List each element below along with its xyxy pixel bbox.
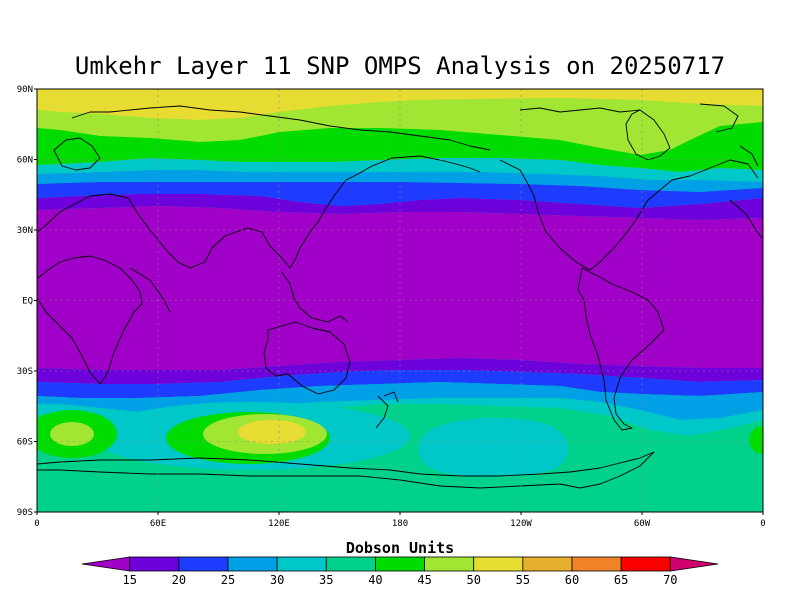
colorbar-level-label: 20: [172, 573, 186, 587]
band-south-35: [37, 398, 763, 436]
band-north-50: [37, 89, 763, 120]
band-south-25: [37, 370, 763, 398]
blob-south-pacific-35: [418, 417, 569, 477]
blob-50: [238, 420, 306, 444]
colorbar-swatch: [522, 556, 573, 572]
colorbar: 15 20 25 30 35 40 45 50 55 60 65 70: [81, 556, 719, 587]
colorbar-level-label: 70: [663, 573, 677, 587]
coastlines: [37, 103, 763, 489]
lat-label: 30N: [17, 226, 33, 236]
band-south-20: [37, 358, 763, 384]
lon-label: 60E: [150, 519, 166, 529]
lat-label: EQ: [22, 297, 33, 307]
lon-label: 0: [760, 519, 765, 529]
lat-label: 60S: [17, 438, 33, 448]
colorbar-level-label: 55: [516, 573, 530, 587]
lat-label: 30S: [17, 367, 33, 377]
colorbar-level-label: 25: [221, 573, 235, 587]
lat-label: 90S: [17, 508, 33, 518]
gridlines: [37, 89, 763, 512]
colorbar-level-label: 45: [417, 573, 431, 587]
colorbar-swatch: [375, 556, 425, 572]
axis-ticks: [34, 88, 764, 515]
lon-label: 60W: [634, 519, 651, 529]
colorbar-swatch: [620, 556, 671, 572]
colorbar-level-label: 60: [565, 573, 579, 587]
colorbar-level-label: 15: [122, 573, 136, 587]
latitude-labels: 90N 60N 30N EQ 30S 60S 90S: [17, 85, 33, 518]
colorbar-swatch: [276, 556, 327, 572]
colorbar-level-label: 50: [466, 573, 480, 587]
lat-label: 90N: [17, 85, 33, 95]
lon-label: 180: [392, 519, 408, 529]
colorbar-swatch: [129, 556, 180, 572]
band-north-35: [37, 158, 763, 182]
colorbar-swatch: [424, 556, 475, 572]
band-north-25: [37, 182, 763, 208]
colorbar-swatch: [178, 556, 229, 572]
colorbar-title: Dobson Units: [346, 539, 454, 557]
colorbar-under-arrow: [81, 556, 131, 572]
blob-east-40: [749, 426, 763, 454]
longitude-labels: 0 60E 120E 180 120W 60W 0: [34, 519, 765, 529]
colorbar-level-label: 40: [368, 573, 382, 587]
map-title: Umkehr Layer 11 SNP OMPS Analysis on 202…: [74, 52, 726, 80]
band-north-20: [37, 194, 763, 220]
colorbar-level-label: 35: [319, 573, 333, 587]
colorbar-swatch: [227, 556, 278, 572]
colorbar-over-arrow: [669, 556, 719, 572]
band-south-30: [37, 382, 763, 420]
colorbar-level-label: 30: [270, 573, 284, 587]
lon-label: 120E: [268, 519, 290, 529]
blob-west-45: [50, 422, 94, 446]
contour-field: [37, 89, 763, 512]
lat-label: 60N: [17, 156, 33, 166]
lon-label: 0: [34, 519, 39, 529]
colorbar-swatch: [325, 556, 376, 572]
colorbar-level-label: 65: [614, 573, 628, 587]
colorbar-swatch: [571, 556, 622, 572]
lon-label: 120W: [510, 519, 532, 529]
colorbar-swatch: [473, 556, 524, 572]
